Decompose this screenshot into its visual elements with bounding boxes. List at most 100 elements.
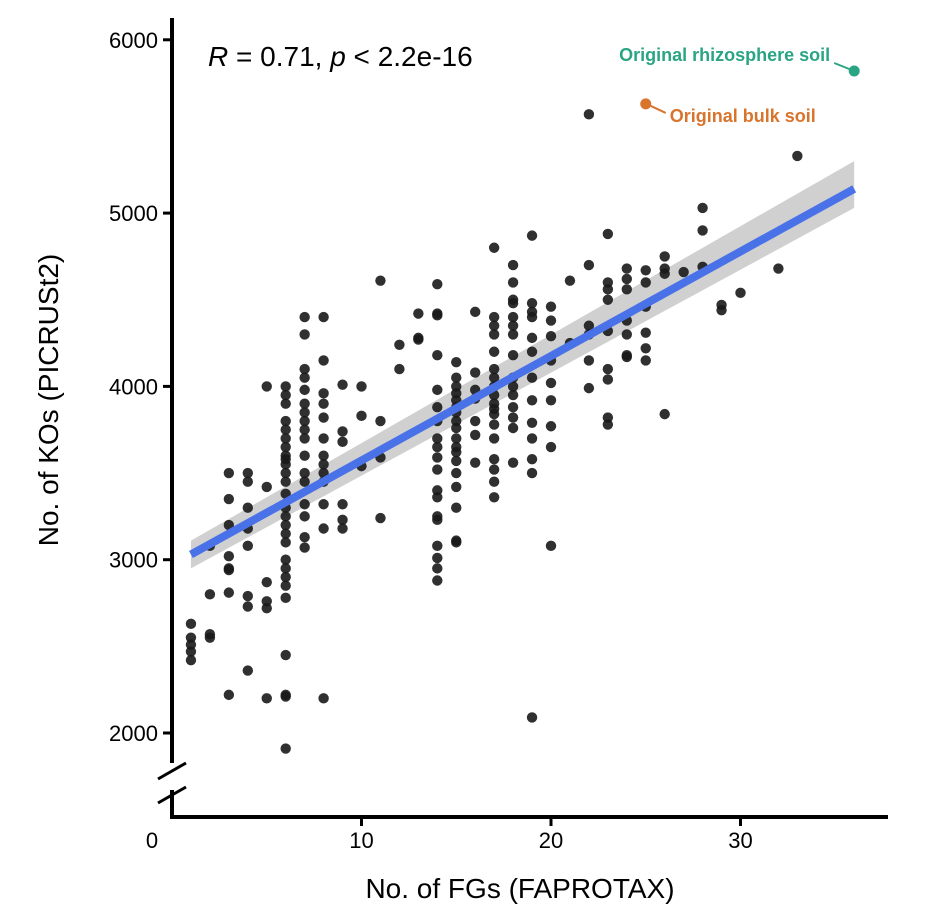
data-point [659,251,670,262]
data-point [337,499,348,510]
data-point [583,109,595,120]
data-point [526,417,538,428]
data-point [299,311,310,323]
data-point [526,395,538,406]
data-point [280,424,291,435]
regression-line [189,185,857,559]
data-point [356,381,367,392]
data-point [280,743,291,754]
data-point [242,590,253,602]
data-point [432,552,443,564]
data-point [451,537,462,548]
data-point [697,202,708,214]
data-point [451,433,462,444]
tick-labels-layer: 2000 3000 4000 5000 6000 0 10 20 30 [109,28,753,853]
data-point [621,263,632,274]
data-point [640,265,651,276]
data-point [280,459,291,470]
data-point [280,649,291,661]
data-point [280,467,291,479]
y-tick-label: 4000 [109,374,158,399]
data-point [280,537,291,548]
data-point [299,407,310,418]
data-point [375,512,386,524]
data-point [337,523,348,534]
data-point [488,242,500,253]
r-symbol: R [208,41,228,72]
data-point [526,712,538,723]
data-point [223,689,235,701]
data-point [261,481,272,493]
data-point [488,492,500,503]
data-point [223,493,235,505]
data-point [488,346,500,357]
data-point [299,542,310,553]
data-point [299,363,310,375]
p-value: < 2.2e-16 [346,41,473,72]
data-point [261,693,272,704]
axis-break-mark [157,785,187,805]
data-point [583,355,595,366]
data-point [223,551,235,562]
data-point [223,587,235,598]
data-point [242,665,253,676]
data-point [678,266,689,278]
data-point [697,225,708,236]
data-point [545,540,557,552]
data-point [280,381,291,392]
data-point [318,523,329,534]
data-point [299,424,310,435]
data-point [545,441,557,453]
data-point [659,268,670,279]
data-point [451,447,462,458]
data-point [242,467,253,479]
data-point [583,259,595,271]
y-tick-label: 6000 [109,28,158,53]
data-point [280,433,291,444]
data-point [470,429,481,441]
data-point [716,304,727,316]
data-point [640,343,651,354]
annotation-label: Original bulk soil [670,106,816,126]
data-point [299,476,310,487]
data-point [432,401,443,413]
data-point [185,618,197,630]
data-point [432,310,443,321]
annotations-layer: Original rhizosphere soil Original bulk s… [619,45,860,126]
data-point [526,298,538,309]
data-point [280,441,291,453]
data-point [280,691,291,702]
data-point [488,329,500,340]
data-point [318,450,329,461]
data-point [280,563,291,574]
data-point [526,311,538,323]
data-point [280,476,291,487]
y-tick-label: 5000 [109,201,158,226]
data-point [318,311,329,323]
data-point [280,592,291,604]
data-point [185,646,197,657]
data-point [507,320,519,331]
data-point [242,502,253,513]
data-point [451,372,462,383]
data-point [299,415,310,427]
data-point [488,320,500,331]
data-point [451,467,462,479]
data-point [526,346,538,357]
data-point [583,382,595,394]
data-point [526,453,538,465]
data-point [621,329,632,340]
data-point [773,263,784,274]
data-point [432,492,443,503]
data-point [659,408,670,420]
data-point [621,284,632,295]
data-point [185,655,197,666]
data-point [299,384,310,396]
data-point [488,476,500,487]
p-symbol: p [329,41,346,72]
annotation-leader-line [833,62,850,70]
data-point [507,422,519,434]
highlight-point [640,98,652,110]
data-point [545,315,557,326]
